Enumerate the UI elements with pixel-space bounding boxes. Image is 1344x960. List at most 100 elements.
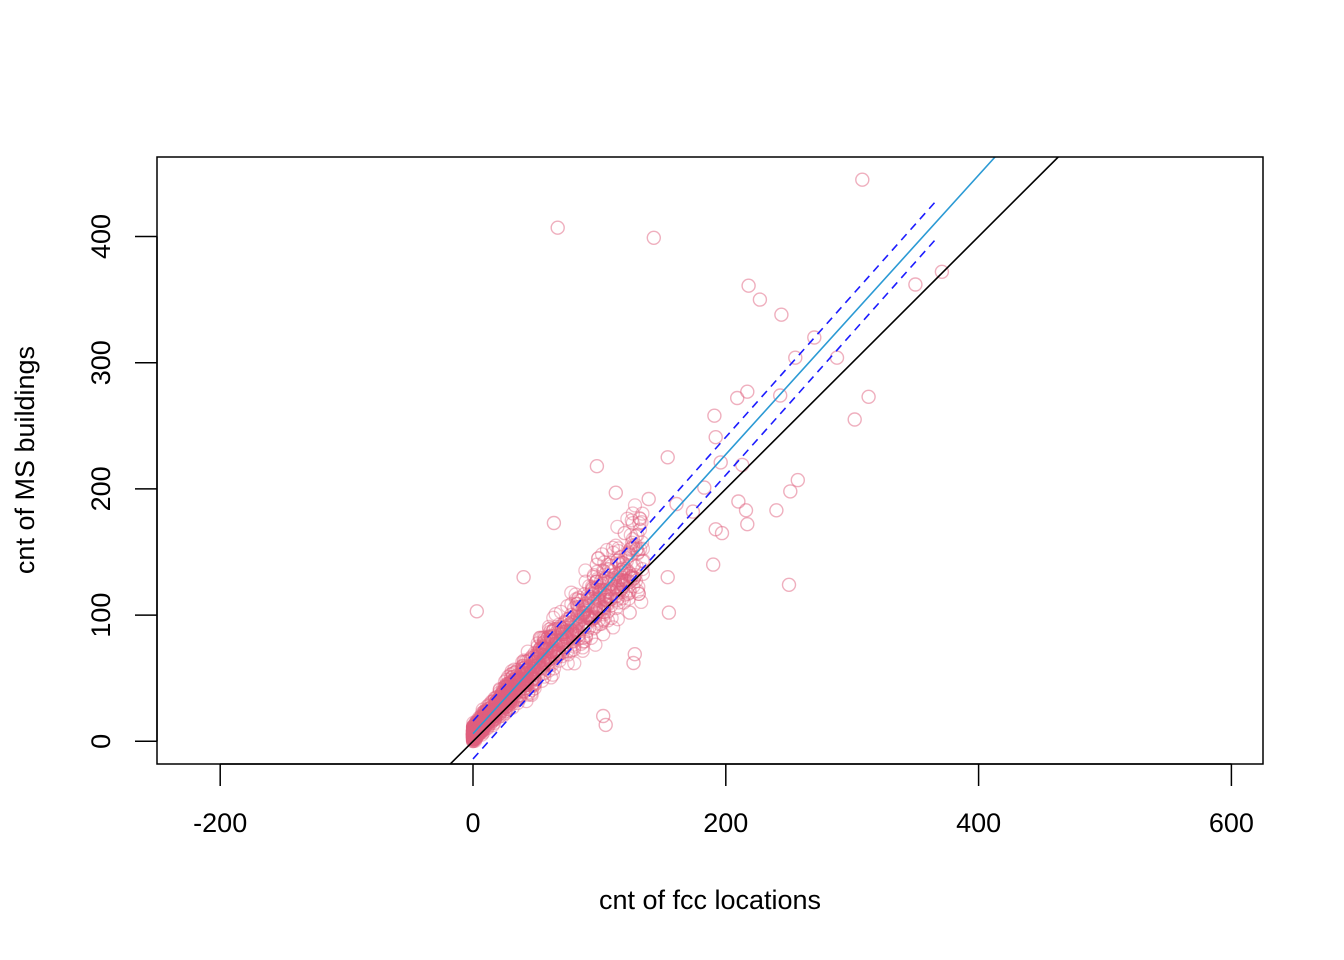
data-point	[495, 708, 511, 723]
data-point	[572, 593, 587, 608]
data-point	[520, 644, 535, 659]
x-tick-label: -200	[193, 808, 247, 838]
data-point	[567, 632, 582, 647]
data-point	[465, 723, 481, 738]
data-point	[616, 595, 631, 610]
data-point	[530, 636, 545, 651]
fit-line	[472, 157, 996, 735]
data-point	[466, 724, 482, 739]
data-point	[466, 730, 481, 745]
data-point	[531, 655, 546, 671]
data-point	[669, 496, 684, 512]
data-point	[593, 583, 608, 598]
data-point	[660, 450, 675, 465]
data-point	[497, 682, 512, 697]
data-point	[527, 649, 542, 664]
data-point	[516, 674, 532, 689]
data-point	[521, 668, 536, 683]
data-point	[510, 662, 525, 678]
reference-lines	[449, 157, 1059, 764]
data-point	[603, 588, 618, 604]
data-point	[565, 614, 580, 629]
data-point	[585, 611, 600, 626]
data-point	[534, 673, 550, 688]
data-point	[475, 714, 490, 729]
data-point	[470, 721, 485, 736]
data-point	[575, 643, 590, 658]
data-point	[525, 661, 540, 677]
data-point	[525, 672, 540, 687]
data-point	[468, 722, 483, 737]
data-point	[598, 589, 614, 604]
data-point	[465, 730, 481, 745]
data-point	[502, 693, 518, 709]
data-point	[466, 720, 482, 735]
data-point	[467, 723, 482, 738]
data-point	[521, 662, 536, 677]
data-point	[585, 581, 600, 597]
data-point	[516, 661, 531, 676]
data-point	[579, 596, 594, 611]
data-point	[482, 709, 497, 724]
data-point	[479, 711, 494, 726]
data-point	[466, 730, 481, 745]
data-point	[598, 592, 613, 608]
data-point	[527, 681, 542, 696]
data-point	[632, 511, 647, 526]
data-point	[467, 727, 482, 742]
data-point	[526, 659, 541, 674]
data-point	[553, 633, 568, 648]
data-point	[465, 730, 481, 745]
data-point	[497, 674, 513, 689]
data-point	[537, 632, 552, 647]
data-point	[502, 684, 517, 700]
data-point	[465, 722, 481, 737]
data-point	[484, 703, 500, 718]
data-point	[466, 725, 481, 740]
data-point	[685, 504, 701, 519]
data-point	[467, 724, 482, 740]
data-point	[467, 728, 483, 744]
data-point	[577, 605, 592, 621]
data-point	[625, 531, 641, 547]
data-point	[596, 564, 612, 579]
data-point	[514, 659, 530, 674]
data-point	[487, 711, 503, 726]
data-point	[621, 544, 636, 560]
data-point	[613, 565, 629, 580]
data-point	[476, 714, 492, 729]
data-point	[474, 714, 490, 729]
data-point	[469, 713, 485, 728]
data-point	[529, 646, 545, 661]
data-point	[613, 582, 628, 597]
data-point	[477, 711, 492, 727]
data-point	[499, 684, 515, 699]
data-point	[467, 727, 482, 743]
data-point	[499, 699, 514, 714]
data-point	[512, 679, 527, 695]
data-point	[494, 685, 510, 700]
data-point	[503, 667, 518, 682]
data-point	[471, 723, 486, 738]
data-point	[546, 639, 561, 655]
data-point	[605, 540, 621, 556]
data-point	[631, 586, 646, 602]
data-point	[470, 725, 485, 740]
data-point	[466, 729, 481, 744]
data-point	[474, 708, 489, 723]
data-point	[616, 579, 631, 594]
data-point	[480, 719, 495, 734]
data-point	[465, 729, 481, 745]
data-point	[531, 655, 546, 670]
data-point	[542, 654, 558, 670]
data-point	[505, 682, 520, 698]
data-point	[473, 721, 489, 736]
data-point	[507, 682, 522, 697]
data-point	[484, 705, 499, 721]
data-point	[740, 384, 755, 399]
data-point	[563, 624, 578, 639]
data-point	[624, 541, 639, 556]
data-point	[482, 708, 498, 724]
plot-frame	[156, 156, 1264, 765]
